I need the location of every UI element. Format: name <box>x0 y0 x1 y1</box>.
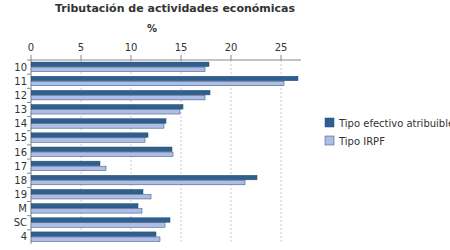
category-tick <box>27 116 31 117</box>
bar <box>31 218 170 223</box>
category-tick <box>27 201 31 202</box>
bar <box>31 147 172 152</box>
bar <box>31 189 143 194</box>
tick-label: 5 <box>78 42 84 53</box>
category-label: 4 <box>21 231 27 242</box>
legend-swatch <box>325 136 334 145</box>
category-label: 18 <box>14 175 27 186</box>
category-label: 14 <box>14 118 27 129</box>
category-tick <box>27 74 31 75</box>
x-axis-label: % <box>147 23 157 34</box>
category-tick <box>27 229 31 230</box>
bar <box>31 76 298 81</box>
bar <box>31 138 145 143</box>
bar <box>31 223 165 228</box>
bar <box>31 95 205 100</box>
category-tick <box>27 159 31 160</box>
bar <box>31 119 166 124</box>
bar <box>31 152 173 157</box>
category-tick <box>27 215 31 216</box>
category-label: 11 <box>14 76 27 87</box>
bar <box>31 237 160 242</box>
bar <box>31 180 245 185</box>
bar <box>31 232 156 237</box>
category-label: 13 <box>14 104 27 115</box>
bar <box>31 209 142 214</box>
tick-mark <box>281 55 282 60</box>
tick-mark <box>31 55 32 60</box>
category-tick <box>27 88 31 89</box>
chart-container: Tributación de actividades económicas% 0 5… <box>0 0 450 250</box>
bar <box>31 133 148 138</box>
bar <box>31 161 100 166</box>
tick-label: 10 <box>125 42 138 53</box>
category-tick <box>27 130 31 131</box>
category-tick <box>27 60 31 61</box>
category-label: 16 <box>14 147 27 158</box>
category-tick <box>27 173 31 174</box>
x-axis-line <box>31 60 301 61</box>
category-label: 19 <box>14 189 27 200</box>
bar <box>31 124 164 129</box>
grid-line <box>181 60 182 244</box>
category-tick <box>27 144 31 145</box>
category-tick <box>27 102 31 103</box>
tick-mark <box>81 55 82 60</box>
tick-mark <box>231 55 232 60</box>
bar <box>31 81 284 86</box>
category-label: M <box>18 203 27 214</box>
category-label: 15 <box>14 132 27 143</box>
tick-mark <box>181 55 182 60</box>
legend-label: Tipo efectivo atribuible <box>338 118 450 129</box>
tick-label: 0 <box>28 42 34 53</box>
tick-label: 20 <box>225 42 238 53</box>
category-label: 17 <box>14 161 27 172</box>
bar <box>31 175 257 180</box>
category-tick <box>27 187 31 188</box>
grid-line <box>231 60 232 244</box>
bar <box>31 194 151 199</box>
grid-line <box>281 60 282 244</box>
chart-svg: Tributación de actividades económicas% 0 5… <box>0 0 450 250</box>
category-label: 10 <box>14 62 27 73</box>
tick-mark <box>131 55 132 60</box>
category-label: 12 <box>14 90 27 101</box>
bar <box>31 67 205 72</box>
bar <box>31 166 106 171</box>
title: Tributación de actividades económicas <box>55 2 296 15</box>
bar <box>31 105 183 110</box>
bar <box>31 62 209 66</box>
bar <box>31 90 210 95</box>
bars <box>31 62 298 241</box>
legend-label: Tipo IRPF <box>338 136 385 147</box>
bar <box>31 110 180 115</box>
legend-swatch <box>325 118 334 127</box>
tick-label: 15 <box>175 42 188 53</box>
tick-label: 25 <box>275 42 288 53</box>
bar <box>31 204 138 209</box>
category-label: SC <box>14 217 27 228</box>
